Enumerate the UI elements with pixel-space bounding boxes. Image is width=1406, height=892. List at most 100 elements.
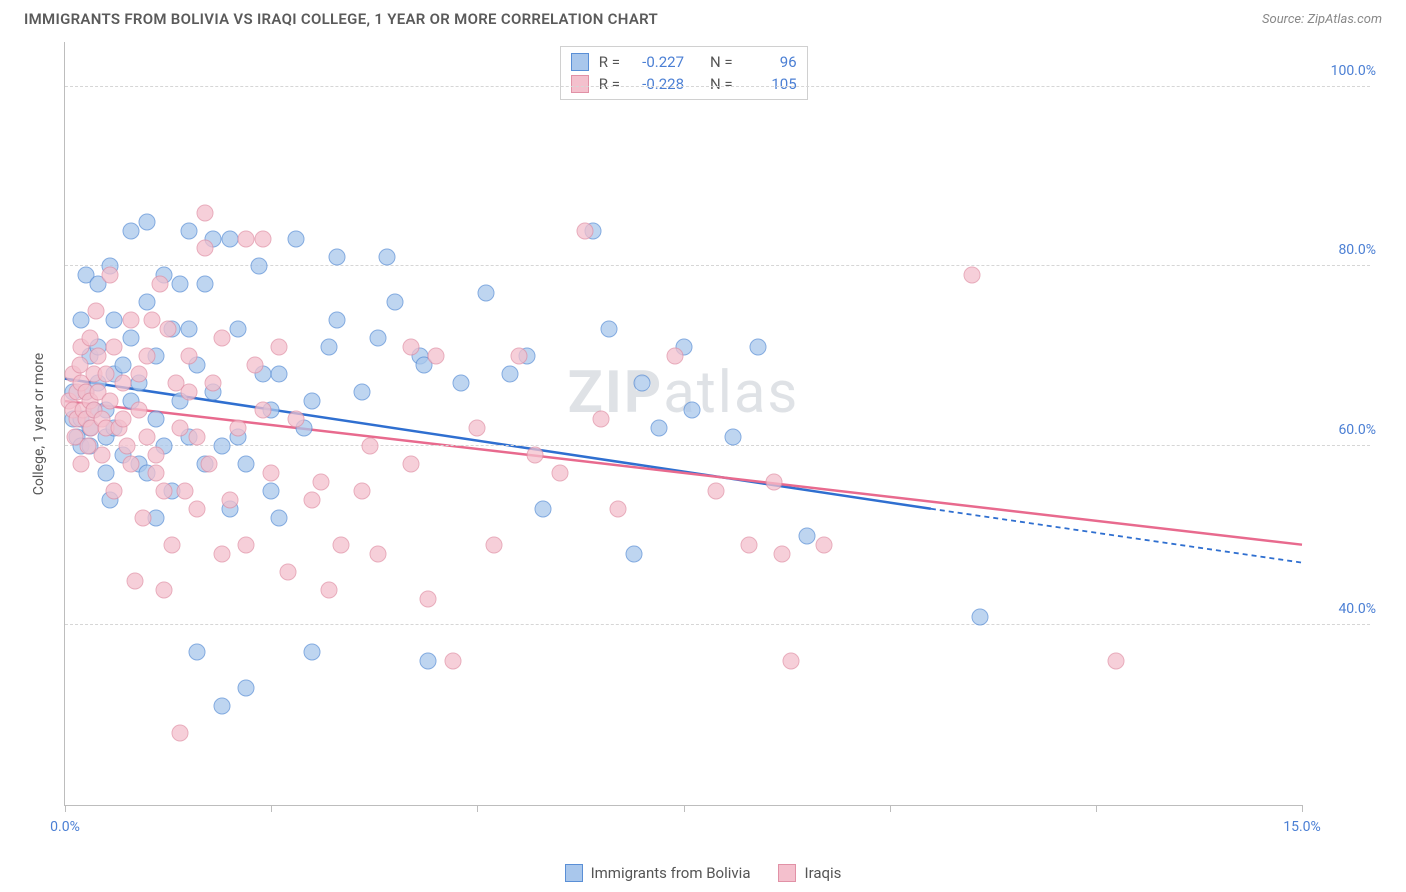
scatter-point [238, 455, 255, 472]
scatter-point [972, 608, 989, 625]
scatter-point [386, 294, 403, 311]
scatter-point [287, 411, 304, 428]
n-value: 96 [743, 53, 797, 71]
gridline [65, 445, 1370, 446]
scatter-point [279, 563, 296, 580]
gridline [65, 86, 1370, 87]
scatter-point [139, 428, 156, 445]
r-value: -0.227 [630, 53, 684, 71]
scatter-point [114, 357, 131, 374]
scatter-point [131, 366, 148, 383]
scatter-point [708, 482, 725, 499]
scatter-point [147, 411, 164, 428]
scatter-point [180, 222, 197, 239]
scatter-point [263, 464, 280, 481]
scatter-point [271, 339, 288, 356]
scatter-point [667, 348, 684, 365]
scatter-point [724, 428, 741, 445]
scatter-point [73, 455, 90, 472]
scatter-point [428, 348, 445, 365]
x-tick [477, 805, 478, 812]
scatter-point [304, 491, 321, 508]
scatter-point [683, 402, 700, 419]
scatter-point [151, 276, 168, 293]
scatter-point [205, 375, 222, 392]
legend-swatch [778, 864, 796, 882]
legend-swatch [571, 75, 589, 93]
n-label: N = [710, 75, 733, 93]
scatter-point [650, 420, 667, 437]
scatter-point [213, 330, 230, 347]
scatter-point [122, 222, 139, 239]
legend-swatch [565, 864, 583, 882]
scatter-point [799, 527, 816, 544]
r-value: -0.228 [630, 75, 684, 93]
scatter-point [510, 348, 527, 365]
scatter-point [122, 455, 139, 472]
scatter-point [118, 437, 135, 454]
scatter-point [122, 330, 139, 347]
scatter-point [238, 231, 255, 248]
scatter-point [81, 330, 98, 347]
scatter-point [213, 698, 230, 715]
scatter-point [139, 348, 156, 365]
scatter-point [419, 653, 436, 670]
scatter-point [98, 464, 115, 481]
legend-swatch [571, 53, 589, 71]
scatter-point [98, 366, 115, 383]
scatter-point [774, 545, 791, 562]
r-label: R = [599, 53, 620, 71]
series-legend: Immigrants from Bolivia Iraqis [0, 864, 1406, 882]
scatter-point [304, 644, 321, 661]
r-label: R = [599, 75, 620, 93]
scatter-point [135, 509, 152, 526]
scatter-point [188, 644, 205, 661]
scatter-point [502, 366, 519, 383]
scatter-point [197, 204, 214, 221]
scatter-point [485, 536, 502, 553]
scatter-point [527, 446, 544, 463]
scatter-point [329, 249, 346, 266]
scatter-point [551, 464, 568, 481]
legend-label: Immigrants from Bolivia [591, 864, 751, 882]
scatter-point [221, 491, 238, 508]
x-tick [890, 805, 891, 812]
scatter-point [271, 366, 288, 383]
scatter-point [102, 393, 119, 410]
scatter-point [197, 276, 214, 293]
legend-item: Iraqis [778, 864, 841, 882]
x-tick [65, 805, 66, 812]
correlation-stats-legend: R =-0.227N =96R =-0.228N =105 [560, 46, 808, 100]
scatter-point [172, 725, 189, 742]
y-tick-label: 40.0% [1312, 601, 1376, 617]
scatter-point [329, 312, 346, 329]
scatter-point [106, 482, 123, 499]
scatter-point [353, 384, 370, 401]
scatter-point [230, 420, 247, 437]
scatter-point [634, 375, 651, 392]
scatter-point [180, 384, 197, 401]
scatter-point [213, 545, 230, 562]
x-tick [684, 805, 685, 812]
header: IMMIGRANTS FROM BOLIVIA VS IRAQI COLLEGE… [0, 0, 1406, 32]
scatter-point [749, 339, 766, 356]
scatter-point [254, 231, 271, 248]
scatter-point [213, 437, 230, 454]
scatter-point [263, 482, 280, 499]
scatter-point [271, 509, 288, 526]
scatter-point [127, 572, 144, 589]
scatter-point [1108, 653, 1125, 670]
scatter-point [815, 536, 832, 553]
scatter-point [188, 428, 205, 445]
scatter-point [147, 464, 164, 481]
scatter-point [626, 545, 643, 562]
scatter-point [114, 411, 131, 428]
y-axis-label: College, 1 year or more [31, 352, 47, 494]
x-tick [1302, 805, 1303, 812]
x-tick-label: 0.0% [50, 819, 80, 835]
scatter-point [593, 411, 610, 428]
stats-legend-row: R =-0.228N =105 [571, 73, 797, 95]
y-tick-label: 80.0% [1312, 242, 1376, 258]
scatter-point [238, 536, 255, 553]
scatter-point [370, 545, 387, 562]
